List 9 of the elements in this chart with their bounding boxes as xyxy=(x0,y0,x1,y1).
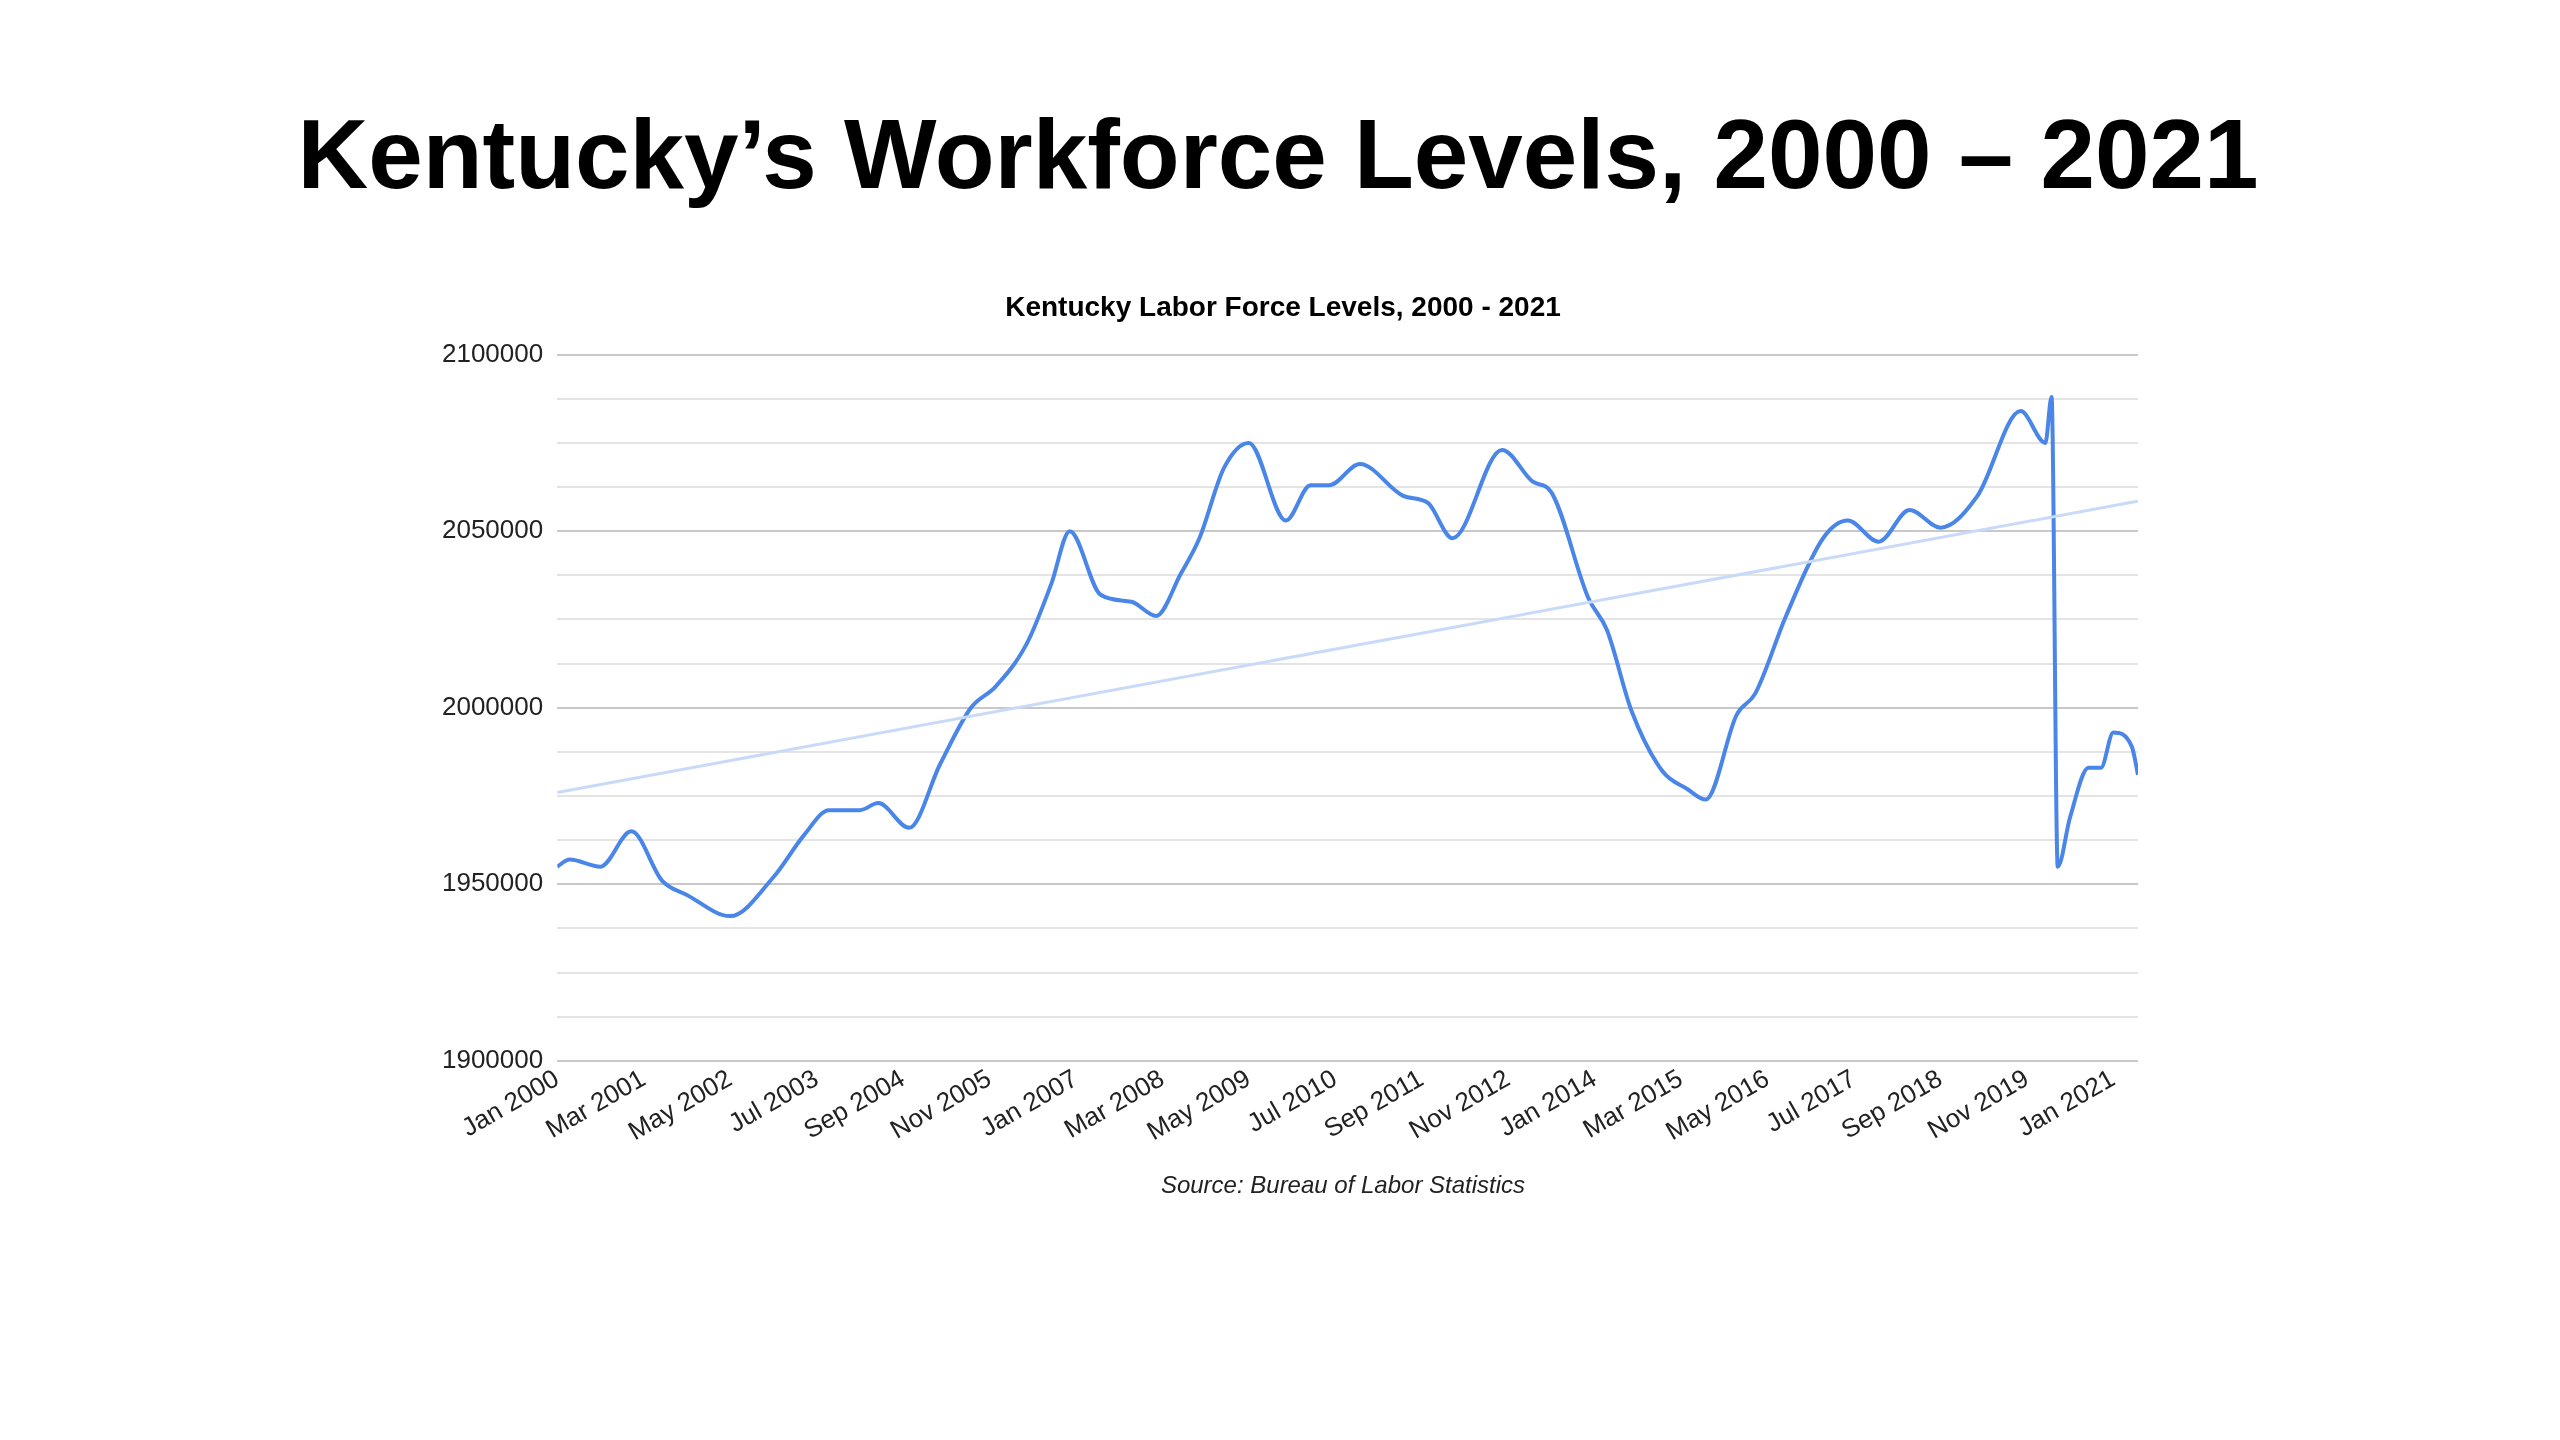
chart-subtitle: Kentucky Labor Force Levels, 2000 - 2021 xyxy=(1005,290,1561,322)
y-tick-label: 2000000 xyxy=(441,690,544,721)
y-tick-label: 2050000 xyxy=(441,514,544,545)
y-tick-label: 1950000 xyxy=(441,867,544,898)
chart-title: Kentucky’s Workforce Levels, 2000 – 2021 xyxy=(296,98,2260,211)
y-tick-label: 2100000 xyxy=(441,337,544,368)
y-tick-label: 1900000 xyxy=(441,1044,544,1075)
source-note: Source: Bureau of Labor Statistics xyxy=(1159,1171,1527,1199)
line-series xyxy=(557,394,2138,919)
